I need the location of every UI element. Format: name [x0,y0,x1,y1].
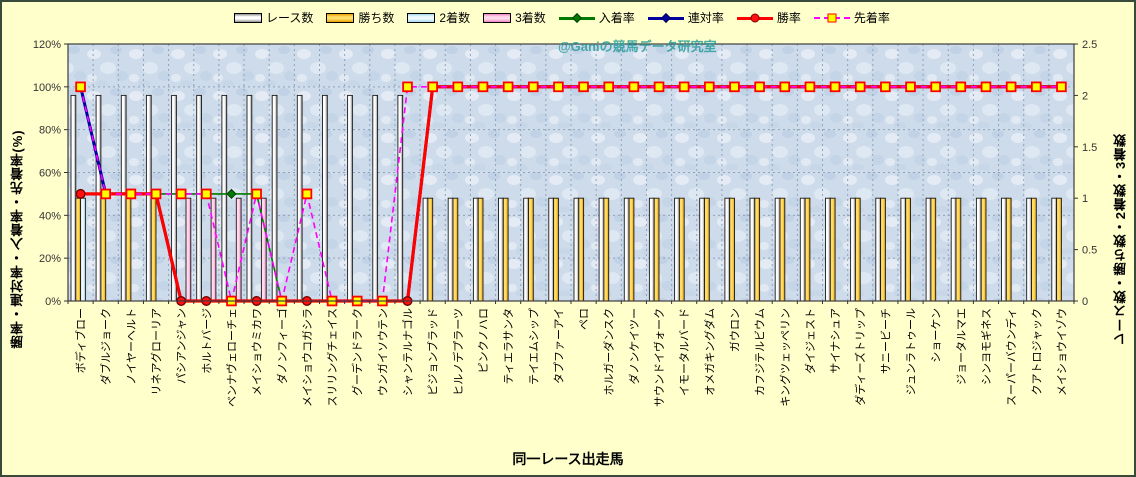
svg-text:ダブルジョーク: ダブルジョーク [99,308,113,385]
svg-text:メイショウミカワ: メイショウミカワ [251,308,264,396]
legend-label-place-rate: 入着率 [598,11,635,25]
x-axis-title: 同一レース出走馬 [512,451,624,467]
svg-text:0.5: 0.5 [1082,245,1097,257]
svg-text:スーパーバウンディ: スーパーバウンディ [1004,308,1018,406]
svg-text:ペロ: ペロ [579,308,591,330]
svg-text:タプファーアイ: タプファーアイ [552,308,565,384]
legend-label-ahead-rate: 先着率 [853,11,890,25]
win-rate-swatch-icon [736,12,773,24]
legend-item-ahead-rate: 先着率 [813,9,890,26]
svg-text:ホルトバージ: ホルトバージ [200,308,213,374]
svg-text:リネアグローリア: リネアグローリア [149,308,163,395]
svg-text:テイエムシップ: テイエムシップ [527,308,540,385]
right-axis-ticks: 0 0.5 1 1.5 2 2.5 [1074,39,1097,308]
svg-text:ピンクノハロ: ピンクノハロ [477,308,490,373]
watermark: @Ganiの競馬データ研究室 [558,39,717,54]
top2-rate-swatch-icon [647,12,684,24]
left-axis-ticks: 0% 20% 40% 60% 80% 100% 120% [33,39,68,308]
legend-label-win-rate: 勝率 [776,11,801,25]
svg-text:パシアンジャン: パシアンジャン [175,308,188,384]
legend-item-place-rate: 入着率 [558,9,635,26]
svg-text:40%: 40% [39,210,61,222]
legend-label-seconds: 2着数 [439,11,471,25]
svg-text:ジョータルマエ: ジョータルマエ [955,308,968,385]
legend: レース数 勝ち数 2着数 3着数 入着率 連対率 勝率 先着率 [234,9,890,26]
svg-text:1: 1 [1082,193,1088,205]
svg-text:イモータルバード: イモータルバード [678,308,691,396]
svg-text:ベンナヴェローチェ: ベンナヴェローチェ [225,308,239,407]
svg-text:120%: 120% [33,39,61,51]
svg-text:ショーケン: ショーケン [930,308,943,363]
svg-text:ダイジェスト: ダイジェスト [803,308,817,374]
svg-text:グーデンドラーク: グーデンドラーク [350,308,364,396]
svg-text:ダノンケイツー: ダノンケイツー [627,308,641,384]
svg-text:ウンガイソウテン: ウンガイソウテン [376,308,389,396]
svg-text:クアトロジャック: クアトロジャック [1030,308,1043,395]
races-swatch-icon [234,12,262,23]
svg-text:20%: 20% [39,253,61,265]
legend-item-wins: 勝ち数 [326,9,394,26]
svg-text:スリリングチェイス: スリリングチェイス [325,308,339,407]
seconds-swatch-icon [407,12,436,23]
place-rate-swatch-icon [558,12,595,24]
bar-series-seconds [80,197,86,302]
svg-text:1.5: 1.5 [1082,142,1097,154]
svg-text:ヒルノデプラーツ: ヒルノデプラーツ [451,308,465,396]
svg-text:キングツェッペリン: キングツェッペリン [778,308,792,407]
legend-item-top2-rate: 連対率 [647,9,724,26]
svg-text:シンヨモギネス: シンヨモギネス [980,308,993,385]
svg-text:サウンドイヴォーク: サウンドイヴォーク [652,308,666,407]
svg-text:ボディブロー: ボディブロー [74,308,88,373]
svg-text:2.5: 2.5 [1082,39,1097,51]
left-axis-title: 勝率・連対率・入着率・先着率(%) [10,128,25,349]
svg-text:80%: 80% [39,125,61,137]
legend-item-seconds: 2着数 [407,9,470,26]
svg-text:ノイヤーヘルト: ノイヤーヘルト [126,308,138,385]
svg-text:60%: 60% [39,168,61,180]
svg-text:0%: 0% [45,296,61,308]
svg-text:ジュンラトゥール: ジュンラトゥール [906,308,918,395]
svg-text:ホルガーダンスク: ホルガーダンスク [602,308,616,395]
svg-text:ダノンフィーゴ: ダノンフィーゴ [275,308,289,384]
x-axis-ticks [67,301,1075,304]
svg-text:サイナシュア: サイナシュア [829,308,842,374]
svg-text:ピジョンブラッド: ピジョンブラッド [426,308,440,396]
svg-text:ティエラサンタ: ティエラサンタ [502,308,515,384]
legend-label-wins: 勝ち数 [358,11,395,25]
svg-text:メイショウコガシラ: メイショウコガシラ [301,308,314,407]
legend-label-races: レース数 [266,11,314,25]
legend-item-win-rate: 勝率 [736,9,801,26]
svg-text:シャンテルナゴル: シャンテルナゴル [401,308,415,396]
svg-text:メイショウイゾウ: メイショウイゾウ [1055,308,1068,396]
svg-text:0: 0 [1082,296,1088,308]
svg-text:サニービーチ: サニービーチ [879,308,892,374]
legend-item-races: レース数 [234,9,313,26]
thirds-swatch-icon [483,12,512,23]
svg-text:100%: 100% [33,82,61,94]
wins-swatch-icon [326,12,355,23]
x-category-labels: ボディブロー ダブルジョーク ノイヤーヘルト リネアグローリア パシアンジャン ホルトバー… [74,308,1069,407]
legend-label-thirds: 3着数 [515,11,546,25]
svg-text:カフジテルビウム: カフジテルビウム [754,308,767,396]
svg-text:オメガキングダム: オメガキングダム [702,308,716,396]
right-axis-title: レース数・勝ち数・2着数・3着数 [1113,132,1128,345]
svg-text:ガウロン: ガウロン [729,308,742,352]
svg-text:2: 2 [1082,90,1088,102]
svg-text:ダディーズトリップ: ダディーズトリップ [853,308,867,406]
legend-label-top2-rate: 連対率 [687,11,724,25]
legend-item-thirds: 3着数 [483,9,546,26]
ahead-rate-swatch-icon [813,12,850,24]
